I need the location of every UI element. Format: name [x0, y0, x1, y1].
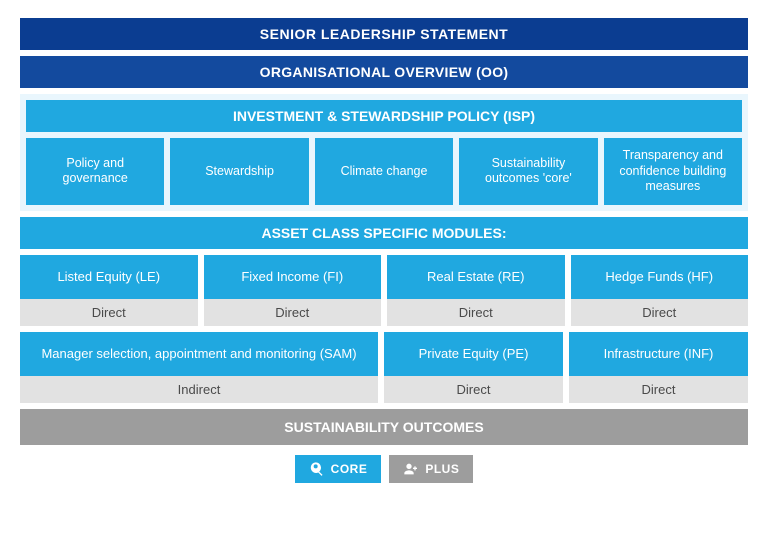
sustainability-outcomes-bar: SUSTAINABILITY OUTCOMES — [20, 409, 748, 445]
isp-item-stewardship: Stewardship — [170, 138, 308, 205]
asset-listed-equity: Listed Equity (LE) Direct — [20, 255, 198, 326]
asset-head-inf: Infrastructure (INF) — [569, 332, 748, 376]
asset-head-le: Listed Equity (LE) — [20, 255, 198, 299]
asset-sub-sam: Indirect — [20, 376, 378, 403]
legend-plus-label: PLUS — [425, 462, 459, 476]
asset-sub-re: Direct — [387, 299, 565, 326]
legend-core-label: CORE — [331, 462, 368, 476]
asset-row-1: Listed Equity (LE) Direct Fixed Income (… — [20, 255, 748, 326]
asset-sub-inf: Direct — [569, 376, 748, 403]
asset-head-re: Real Estate (RE) — [387, 255, 565, 299]
isp-item-climate-change: Climate change — [315, 138, 453, 205]
isp-item-sustainability-outcomes-core: Sustainability outcomes 'core' — [459, 138, 597, 205]
person-plus-icon — [403, 461, 419, 477]
asset-sub-le: Direct — [20, 299, 198, 326]
isp-section: INVESTMENT & STEWARDSHIP POLICY (ISP) Po… — [20, 94, 748, 211]
isp-items-row: Policy and governance Stewardship Climat… — [26, 138, 742, 205]
asset-infrastructure: Infrastructure (INF) Direct — [569, 332, 748, 403]
asset-sub-hf: Direct — [571, 299, 749, 326]
asset-fixed-income: Fixed Income (FI) Direct — [204, 255, 382, 326]
legend-row: CORE PLUS — [20, 455, 748, 483]
asset-head-pe: Private Equity (PE) — [384, 332, 563, 376]
senior-leadership-statement-bar: SENIOR LEADERSHIP STATEMENT — [20, 18, 748, 50]
asset-class-header-bar: ASSET CLASS SPECIFIC MODULES: — [20, 217, 748, 249]
asset-head-sam: Manager selection, appointment and monit… — [20, 332, 378, 376]
asset-row-2: Manager selection, appointment and monit… — [20, 332, 748, 403]
magnify-person-icon — [309, 461, 325, 477]
asset-head-hf: Hedge Funds (HF) — [571, 255, 749, 299]
asset-hedge-funds: Hedge Funds (HF) Direct — [571, 255, 749, 326]
asset-real-estate: Real Estate (RE) Direct — [387, 255, 565, 326]
asset-private-equity: Private Equity (PE) Direct — [384, 332, 563, 403]
legend-plus-badge: PLUS — [389, 455, 473, 483]
organisational-overview-bar: ORGANISATIONAL OVERVIEW (OO) — [20, 56, 748, 88]
isp-item-transparency: Transparency and confidence building mea… — [604, 138, 742, 205]
asset-sam: Manager selection, appointment and monit… — [20, 332, 378, 403]
isp-item-policy-governance: Policy and governance — [26, 138, 164, 205]
asset-sub-pe: Direct — [384, 376, 563, 403]
isp-header-bar: INVESTMENT & STEWARDSHIP POLICY (ISP) — [26, 100, 742, 132]
legend-core-badge: CORE — [295, 455, 382, 483]
asset-head-fi: Fixed Income (FI) — [204, 255, 382, 299]
asset-sub-fi: Direct — [204, 299, 382, 326]
